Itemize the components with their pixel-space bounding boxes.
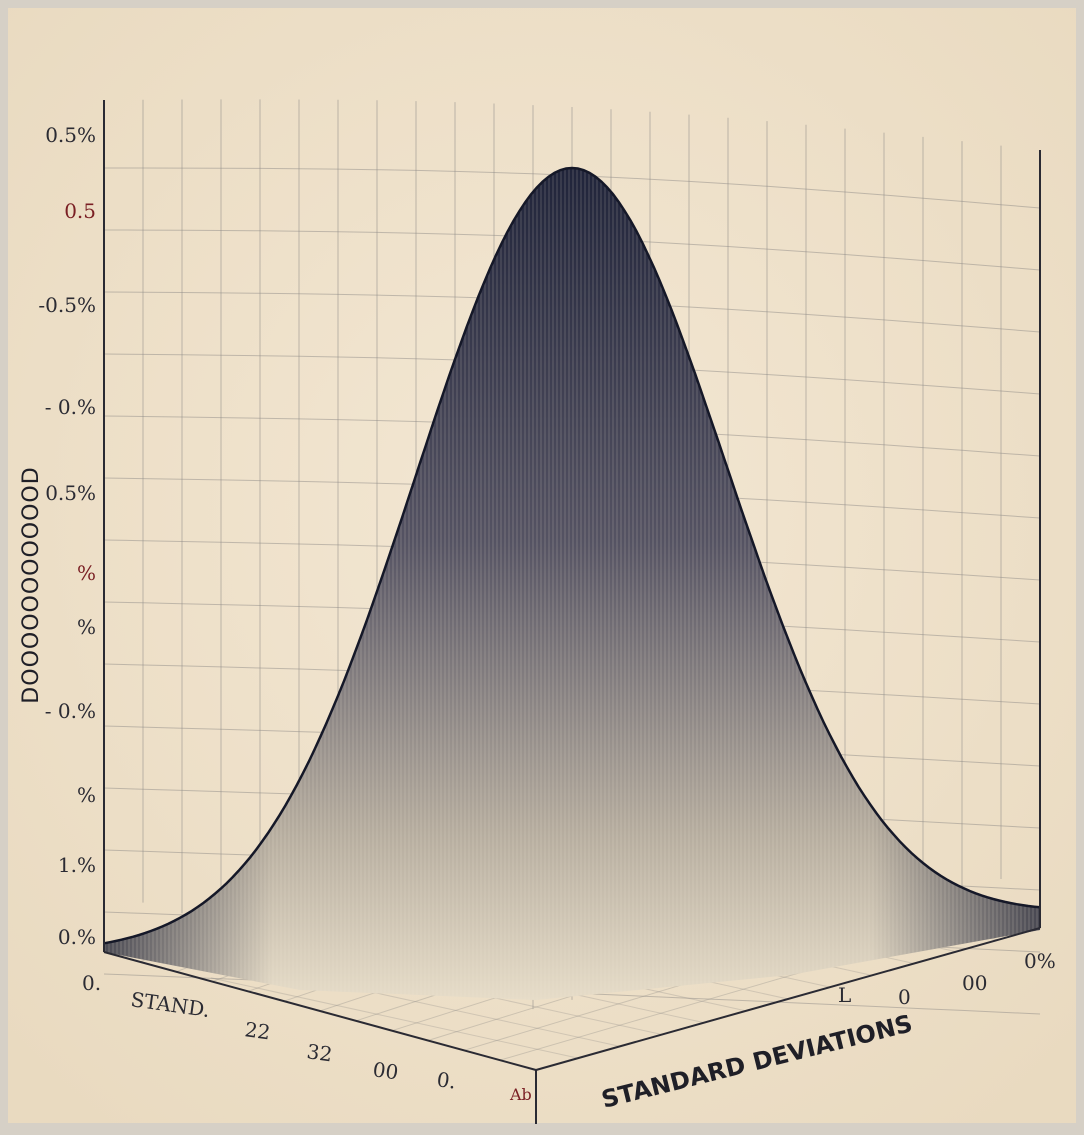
y-tick-labels: 0.5% 0.5 -0.5% - 0.% 0.5%%% - 0.%% 1.% 0.% — [38, 123, 96, 949]
y-tick-label: 1.% — [58, 853, 96, 877]
y-tick-label: % — [77, 561, 96, 585]
y-tick-label: 0.5% — [45, 123, 96, 147]
bell-curve-outline — [103, 166, 1041, 945]
x-right-tick-label: 0% — [1024, 949, 1056, 973]
y-axis-label: DOOOOOOOOOOOD — [19, 466, 44, 703]
y-tick-label: - 0.% — [45, 395, 96, 419]
y-tick-label: % — [77, 615, 96, 639]
y-tick-label: -0.5% — [38, 293, 96, 317]
x-left-tick-label: 0. — [435, 1067, 457, 1093]
floor-grid-line — [499, 961, 837, 1061]
y-tick-label: 0.5% — [45, 481, 96, 505]
x-left-tick-label: 00 — [371, 1057, 400, 1084]
curve-layer — [103, 166, 1041, 1000]
bell-curve-hatching — [104, 168, 1040, 1000]
x-left-tick-label: 22 — [243, 1017, 272, 1044]
y-tick-label: - 0.% — [45, 699, 96, 723]
x-right-tick-label: L — [838, 983, 851, 1007]
floor-grid-line — [210, 977, 579, 1059]
x-right-tick-label: 00 — [962, 971, 987, 995]
y-tick-label: 0.5 — [64, 199, 96, 223]
corner-label: Ab — [509, 1085, 532, 1104]
x-left-tick-label: 32 — [305, 1039, 334, 1066]
y-tick-label: 0.% — [58, 925, 96, 949]
x-axis-right-line — [535, 927, 1041, 1071]
x-axis-left-line — [103, 951, 537, 1071]
axis-frame — [103, 100, 1041, 1124]
y-tick-label: % — [77, 783, 96, 807]
x-right-tick-label: 0 — [898, 985, 911, 1009]
x-left-tick-label: 0. — [82, 971, 101, 995]
